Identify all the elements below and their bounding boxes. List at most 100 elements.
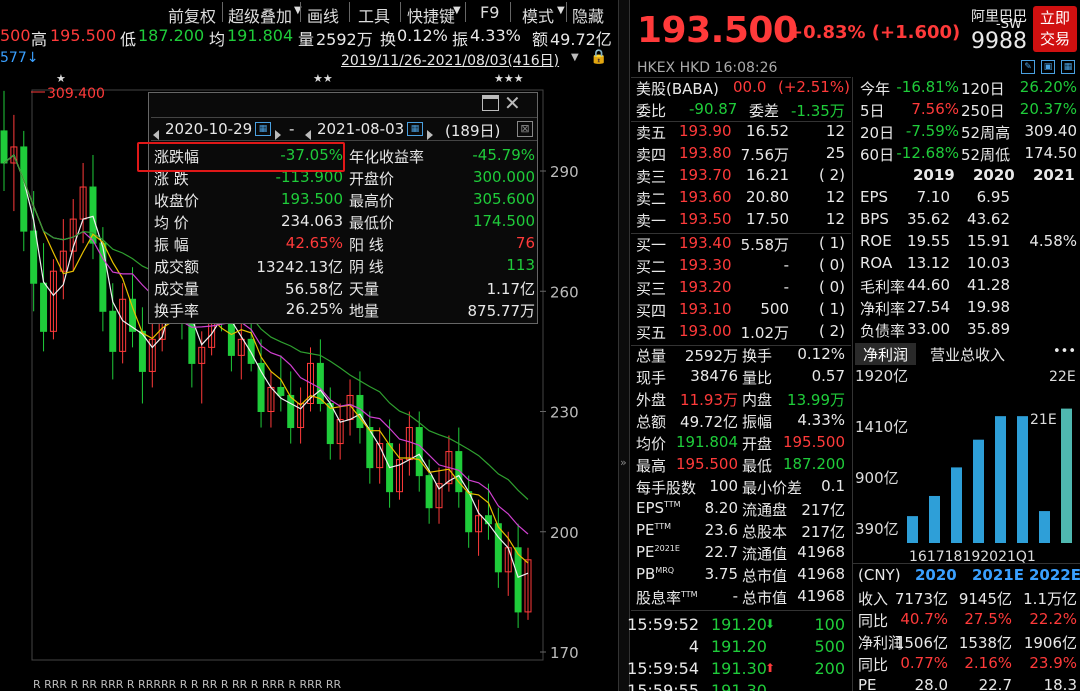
- bar-mark: [1039, 511, 1050, 543]
- date-to[interactable]: 2021-08-03: [317, 120, 405, 138]
- popup-label: 最低价: [349, 214, 395, 232]
- date-from[interactable]: 2020-10-29: [165, 120, 253, 138]
- level-label: 卖三: [636, 168, 667, 186]
- trade-now-button[interactable]: 立即 交易: [1033, 6, 1077, 52]
- bar-mark: [929, 495, 940, 543]
- level-count: 12: [825, 188, 845, 206]
- reset-icon[interactable]: ⊠: [517, 121, 533, 137]
- stat-value: -: [732, 587, 738, 605]
- popup-value: 305.600: [472, 190, 535, 208]
- forecast-value: 22.7: [978, 676, 1012, 691]
- level-price: 193.60: [679, 188, 732, 206]
- arrow-up-icon: ⬆: [765, 661, 776, 675]
- market-info: HKEX HKD 16:08:26: [637, 60, 778, 76]
- shortcut-dropdown-icon[interactable]: ▼: [453, 5, 461, 16]
- quote-stats: 总量 2592万 换手 0.12% 现手 38476 量比 0.57 外盘 11…: [631, 343, 851, 609]
- last-price: 193.500: [637, 10, 798, 51]
- menu-item-overlay[interactable]: 超级叠加: [228, 7, 293, 26]
- window-icon[interactable]: ▣: [1041, 60, 1055, 74]
- asks-level[interactable]: 卖三 193.70 16.21 ( 2): [631, 165, 851, 187]
- lock-icon[interactable]: 🔒: [590, 49, 608, 65]
- fin-year: 2019: [913, 166, 955, 184]
- date-to-prev-icon[interactable]: [305, 124, 311, 143]
- maximize-icon[interactable]: [482, 95, 499, 111]
- menu-item-shortcut[interactable]: 快捷键: [407, 7, 456, 26]
- tab-net-profit[interactable]: 净利润: [855, 343, 917, 365]
- popup-label: 涨 跌: [154, 170, 189, 188]
- candle-body: [465, 491, 473, 533]
- popup-label: 最高价: [349, 192, 395, 210]
- close-icon[interactable]: ✕: [504, 91, 521, 115]
- asks-level[interactable]: 卖二 193.60 20.80 12: [631, 187, 851, 209]
- menu-item-draw[interactable]: 画线: [307, 7, 340, 26]
- menu-item-hide[interactable]: 隐藏: [572, 7, 605, 26]
- stat-label: 外盘: [636, 391, 667, 409]
- popup-value: -45.79%: [472, 146, 535, 164]
- fin-value: 19.98: [967, 298, 1010, 316]
- date-to-next-icon[interactable]: [427, 124, 433, 143]
- candle-body: [336, 419, 344, 445]
- range-dropdown-icon[interactable]: ▼: [571, 52, 579, 63]
- fin-value: 19.55: [907, 232, 950, 250]
- forecast-label: 收入: [858, 590, 889, 608]
- stat-value: 13.99万: [787, 391, 845, 409]
- avg-value: 191.804: [227, 26, 294, 45]
- mode-dropdown-icon[interactable]: ▼: [557, 5, 565, 16]
- asks-level[interactable]: 卖五 193.90 16.52 12: [631, 121, 851, 143]
- stat-label: 总股本: [742, 523, 788, 541]
- date-from-prev-icon[interactable]: [153, 124, 159, 143]
- forecast-label: PE: [858, 676, 877, 691]
- candle-body: [395, 459, 403, 493]
- tab-revenue[interactable]: 营业总收入: [930, 346, 1006, 364]
- bids-level[interactable]: 买一 193.40 5.58万 ( 1): [631, 233, 851, 255]
- layout-icon[interactable]: ▦: [1061, 60, 1075, 74]
- date-from-next-icon[interactable]: [275, 124, 281, 143]
- stat-value: 191.804: [675, 433, 738, 451]
- bids-level[interactable]: 买四 193.10 500 ( 1): [631, 299, 851, 321]
- stat-value: 41968: [797, 565, 845, 583]
- ma10-line: [3, 154, 529, 564]
- date-range[interactable]: 2019/11/26-2021/08/03(416日): [341, 53, 560, 69]
- menu-item-fuquan[interactable]: 前复权: [168, 7, 217, 26]
- tick-volume: 200: [814, 659, 845, 678]
- low-label: 低: [120, 30, 137, 49]
- popup-value: 56.58亿: [285, 280, 343, 298]
- level-volume: 16.52: [746, 122, 789, 140]
- bids-level[interactable]: 买三 193.20 - ( 0): [631, 277, 851, 299]
- calendar-icon[interactable]: ▦: [255, 122, 271, 136]
- stat-label: PE: [636, 521, 655, 539]
- bar-e-label: 21E: [1030, 412, 1057, 428]
- forecast-value: 1906亿: [1023, 634, 1077, 652]
- bar-y-label: 1920亿: [855, 367, 908, 385]
- y-tick-label: 260: [550, 283, 579, 301]
- weibi-label: 委比: [636, 102, 667, 120]
- overlay-dropdown-icon[interactable]: ▼: [294, 5, 302, 16]
- asks-level[interactable]: 卖四 193.80 7.56万 25: [631, 143, 851, 165]
- tick-list: 15:59:52 191.20 ⬇ 100 4 191.20 500 15:59…: [627, 611, 851, 691]
- menu-item-tools[interactable]: 工具: [358, 7, 391, 26]
- weibi-value: -90.87: [689, 100, 738, 118]
- calendar-icon[interactable]: ▦: [407, 122, 423, 136]
- asks-level[interactable]: 卖一 193.50 17.50 12: [631, 209, 851, 231]
- stat-value: 195.500: [782, 433, 845, 451]
- expand-arrow-icon[interactable]: »: [620, 456, 627, 469]
- stat-row: EPSTTM 8.20 流通盘 217亿: [631, 498, 851, 520]
- tick-price: 191.20: [711, 637, 767, 656]
- fin-label: 毛利率: [860, 278, 906, 296]
- r-markers: R RRR R RR RRR R RRRRR R R RR R RR R RRR…: [33, 678, 342, 691]
- candle-body: [40, 282, 48, 332]
- stat-value: 8.20: [704, 499, 738, 517]
- forecast-value: 18.3: [1043, 676, 1077, 691]
- bids-level[interactable]: 买五 193.00 1.02万 ( 2): [631, 321, 851, 343]
- menu-item-f9[interactable]: F9: [480, 3, 500, 22]
- edit-icon[interactable]: ✎: [1021, 60, 1035, 74]
- low-value: 187.200: [138, 26, 205, 45]
- more-icon[interactable]: •••: [1053, 344, 1077, 359]
- bids-level[interactable]: 买二 193.30 - ( 0): [631, 255, 851, 277]
- forecast-value: 1.1万亿: [1023, 590, 1077, 608]
- panel-splitter[interactable]: »: [618, 0, 630, 691]
- menu-item-mode[interactable]: 模式: [522, 7, 555, 26]
- weicha-label: 委差: [749, 102, 780, 120]
- vol-label: 量: [298, 30, 315, 49]
